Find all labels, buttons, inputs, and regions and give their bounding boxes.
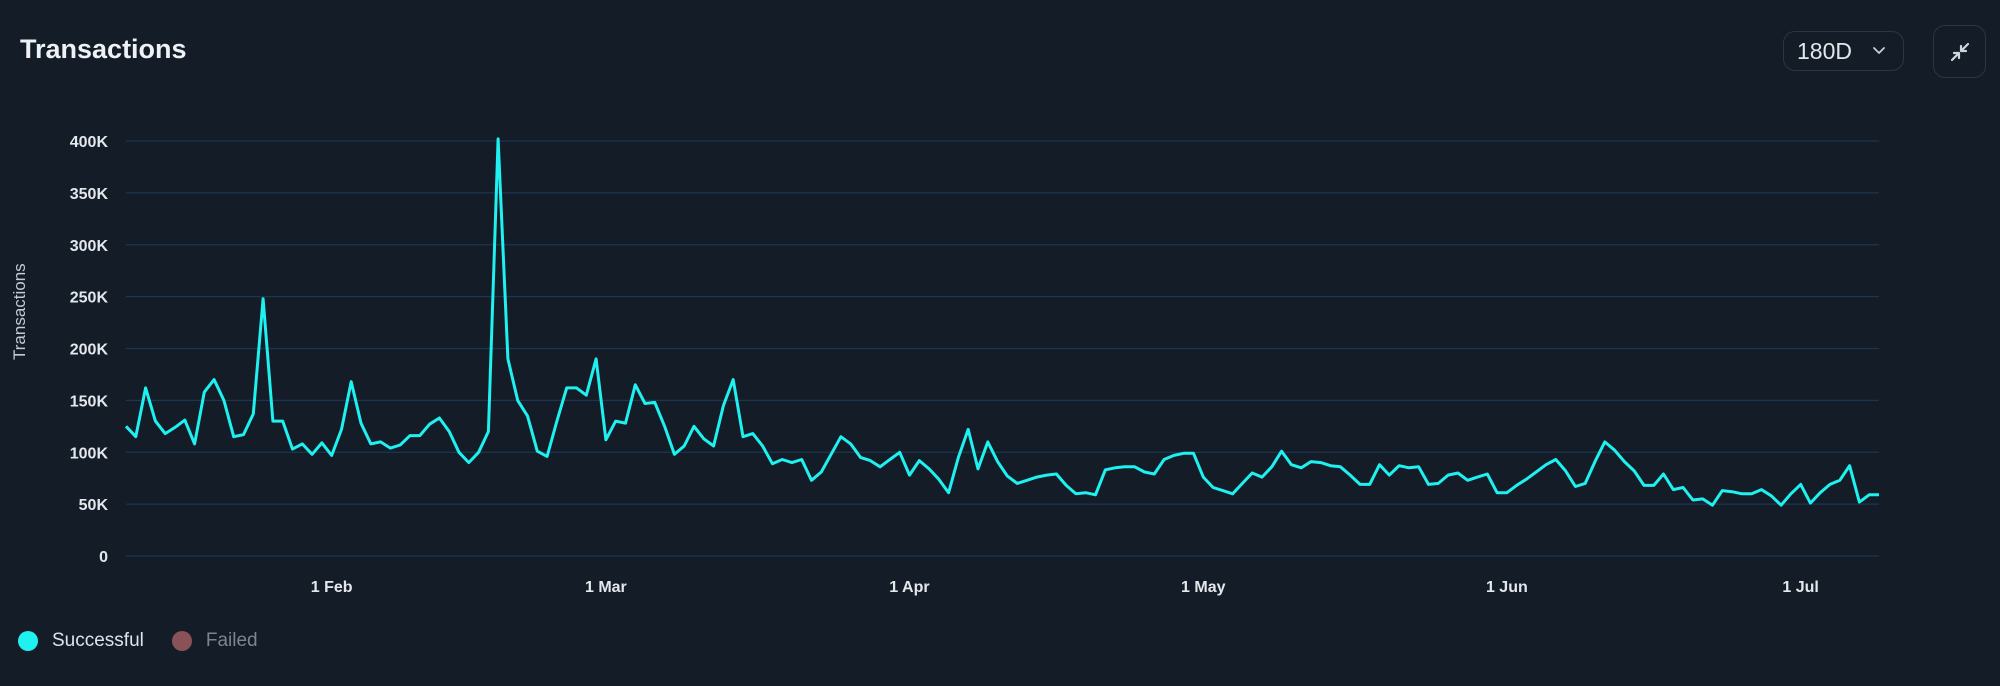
y-tick-label: 350K xyxy=(70,186,109,203)
time-range-value: 180D xyxy=(1797,37,1852,64)
x-tick-label: 1 May xyxy=(1181,579,1226,596)
successful-series-line[interactable] xyxy=(124,137,1879,507)
legend-label-failed: Failed xyxy=(205,630,258,651)
time-range-select[interactable]: 180D xyxy=(1783,31,1904,71)
y-tick-label: 100K xyxy=(70,445,109,462)
y-tick-label: 200K xyxy=(70,342,109,359)
x-tick-label: 1 Feb xyxy=(311,579,353,596)
x-tick-label: 1 Jun xyxy=(1486,579,1528,596)
collapse-chart-button[interactable] xyxy=(1933,25,1986,78)
x-tick-label: 1 Apr xyxy=(889,579,929,596)
chevron-down-icon xyxy=(1873,47,1885,54)
legend-label-successful: Successful xyxy=(52,630,144,651)
chart-title: Transactions xyxy=(20,34,187,64)
y-tick-label: 150K xyxy=(70,393,109,410)
minimize-arrows-icon xyxy=(1950,42,1969,61)
y-tick-label: 400K xyxy=(70,134,109,151)
failed-dot-icon xyxy=(171,631,192,651)
y-tick-label: 50K xyxy=(79,497,109,514)
chart-legend: Successful Failed xyxy=(18,630,286,652)
y-tick-label: 250K xyxy=(70,290,109,307)
x-tick-label: 1 Mar xyxy=(585,579,627,596)
x-tick-label: 1 Jul xyxy=(1782,579,1818,596)
y-tick-label: 300K xyxy=(70,238,109,255)
y-tick-label: 0 xyxy=(99,549,108,566)
successful-dot-icon xyxy=(18,631,38,651)
legend-item-successful[interactable]: Successful xyxy=(18,630,144,652)
legend-item-failed[interactable]: Failed xyxy=(171,630,258,652)
